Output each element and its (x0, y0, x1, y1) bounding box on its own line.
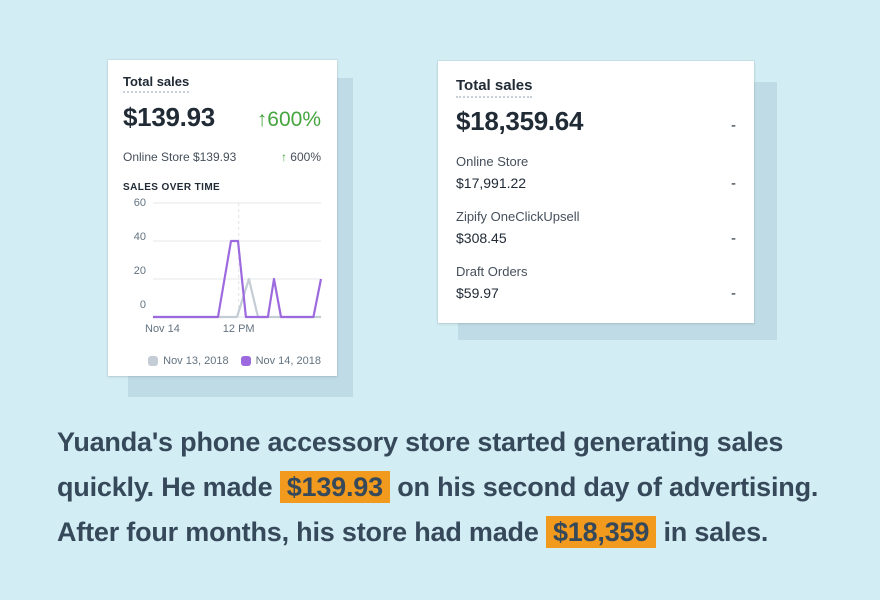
legend-label: Nov 13, 2018 (163, 355, 229, 367)
plot-area (153, 202, 323, 319)
no-comparison-dash: - (731, 230, 736, 247)
x-tick: Nov 14 (145, 323, 180, 335)
no-comparison-dash: - (731, 117, 736, 134)
y-axis: 60 40 20 0 (123, 197, 153, 311)
channel-label: Zipify OneClickUpsell (456, 209, 580, 224)
channel-value: $59.97 (456, 285, 499, 301)
channel-breakdown-row: Online Store $139.93 ↑ 600% (123, 150, 321, 164)
y-tick: 0 (139, 299, 146, 311)
channel-trend-value: 600% (290, 150, 321, 164)
trend-up-badge: ↑600% (256, 108, 321, 131)
arrow-up-icon: ↑ (280, 150, 287, 164)
x-axis: Nov 14 12 PM (145, 323, 321, 339)
caption-line-2: quickly. He made $139.93 on his second d… (57, 471, 819, 503)
chart-title: SALES OVER TIME (123, 182, 221, 193)
channel-value: $139.93 (192, 150, 237, 164)
y-tick: 60 (133, 197, 146, 209)
y-tick: 40 (133, 231, 146, 243)
legend-swatch-purple (240, 356, 251, 366)
channel-row: Zipify OneClickUpsell $308.45 - (456, 209, 736, 247)
channel-trend: ↑ 600% (281, 150, 321, 164)
no-comparison-dash: - (731, 285, 736, 302)
caption-text: Yuanda's phone accessory store started g… (57, 420, 837, 555)
caption-line-3: After four months, his store had made $1… (57, 516, 769, 548)
chart-legend: Nov 13, 2018 Nov 14, 2018 (123, 355, 321, 367)
channel-value: $17,991.22 (456, 175, 527, 191)
total-sales-value: $139.93 (123, 102, 215, 132)
sales-chart-svg (153, 202, 323, 319)
channel-label: Online Store (123, 150, 190, 164)
channel-row: Draft Orders $59.97 - (456, 264, 736, 302)
total-sales-card-day: Total sales $139.93 ↑600% Online Store $… (108, 60, 337, 376)
highlight-18359: $18,359 (545, 516, 657, 548)
total-row: $18,359.64 - (456, 106, 736, 137)
channel-label: Online Store (456, 154, 529, 169)
y-tick: 20 (133, 265, 146, 277)
legend-swatch-gray (148, 356, 159, 366)
channel-label: Draft Orders (456, 264, 528, 279)
total-sales-link[interactable]: Total sales (456, 77, 533, 98)
sales-over-time-chart: 60 40 20 0 (123, 197, 323, 319)
legend-label: Nov 14, 2018 (255, 355, 321, 367)
legend-item: Nov 14, 2018 (240, 355, 321, 367)
total-sales-value: $18,359.64 (456, 106, 584, 136)
channel-row: Online Store $17,991.22 - (456, 154, 736, 192)
highlight-139: $139.93 (279, 471, 390, 503)
channel-value: $308.45 (456, 230, 507, 246)
caption-line-1: Yuanda's phone accessory store started g… (57, 427, 784, 457)
legend-item: Nov 13, 2018 (148, 355, 229, 367)
total-row: $139.93 ↑600% (123, 102, 321, 133)
total-sales-card-overall: Total sales $18,359.64 - Online Store $1… (438, 61, 754, 323)
x-tick: 12 PM (222, 323, 255, 335)
total-sales-link[interactable]: Total sales (123, 74, 190, 93)
no-comparison-dash: - (731, 175, 736, 192)
